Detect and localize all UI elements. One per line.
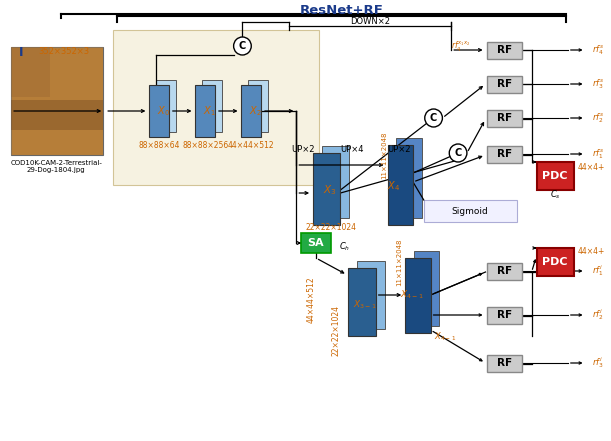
Circle shape <box>233 37 251 55</box>
Text: $X_{4-1}$: $X_{4-1}$ <box>400 289 424 301</box>
Bar <box>488 307 522 324</box>
Bar <box>196 85 215 137</box>
Text: $rf_4^{x_1x_2}$: $rf_4^{x_1x_2}$ <box>452 40 471 54</box>
Text: PDC: PDC <box>543 171 568 181</box>
Text: $rf_1^s$: $rf_1^s$ <box>593 147 604 161</box>
Bar <box>301 233 331 253</box>
Bar <box>348 268 376 336</box>
Text: 11×11×2048: 11×11×2048 <box>382 131 387 179</box>
Text: $rf_3^i$: $rf_3^i$ <box>593 355 604 370</box>
Text: $rf_4^s$: $rf_4^s$ <box>593 43 604 57</box>
Text: DOWN×2: DOWN×2 <box>350 18 390 26</box>
Bar <box>536 248 574 276</box>
Text: UP×2: UP×2 <box>387 146 411 154</box>
Bar <box>11 100 103 130</box>
Text: $X_1$: $X_1$ <box>203 104 216 118</box>
Text: UP×2: UP×2 <box>291 146 315 154</box>
Text: UP×4: UP×4 <box>340 146 364 154</box>
Text: 44×4+: 44×4+ <box>577 247 605 257</box>
Bar <box>488 76 522 93</box>
Text: $X_3$: $X_3$ <box>323 183 337 197</box>
Text: ResNet+RF: ResNet+RF <box>299 4 383 16</box>
Bar <box>488 355 522 372</box>
Bar <box>536 162 574 190</box>
Text: RF: RF <box>497 149 512 159</box>
Bar <box>202 80 222 132</box>
Bar <box>488 42 522 59</box>
Bar <box>488 263 522 280</box>
Bar <box>113 30 319 185</box>
Text: $rf_2^s$: $rf_2^s$ <box>593 111 604 125</box>
Text: $rf_1^i$: $rf_1^i$ <box>593 264 604 278</box>
Text: 22×22×1024: 22×22×1024 <box>305 224 356 232</box>
Text: 29-Dog-1804.jpg: 29-Dog-1804.jpg <box>27 167 86 173</box>
Text: PDC: PDC <box>543 257 568 267</box>
Text: RF: RF <box>497 310 512 320</box>
Bar <box>488 146 522 163</box>
Bar <box>414 251 439 326</box>
Bar <box>156 80 176 132</box>
Text: C: C <box>455 148 462 158</box>
Text: 44×4+: 44×4+ <box>577 164 605 172</box>
Text: RF: RF <box>497 79 512 89</box>
Text: 88×88×256: 88×88×256 <box>182 141 229 149</box>
Text: 11×11×2048: 11×11×2048 <box>397 238 402 286</box>
Text: $X_{4-1}$: $X_{4-1}$ <box>434 331 456 343</box>
Text: RF: RF <box>497 45 512 55</box>
Bar <box>313 153 340 225</box>
Bar <box>248 80 268 132</box>
Text: RF: RF <box>497 358 512 368</box>
Bar <box>357 261 384 329</box>
Bar <box>405 258 431 333</box>
Bar <box>424 200 517 222</box>
Text: 22×22×1024: 22×22×1024 <box>331 304 340 355</box>
Text: $X_{3-1}$: $X_{3-1}$ <box>353 299 377 311</box>
Text: $C_h$: $C_h$ <box>338 241 349 253</box>
Circle shape <box>425 109 442 127</box>
Text: 352×352×3: 352×352×3 <box>38 48 90 56</box>
Bar <box>488 110 522 127</box>
Text: $X_0$: $X_0$ <box>156 104 169 118</box>
Text: I: I <box>19 45 23 59</box>
Text: 44×44×512: 44×44×512 <box>307 277 315 323</box>
Text: $X_2$: $X_2$ <box>249 104 262 118</box>
Bar <box>11 47 103 155</box>
Text: RF: RF <box>497 266 512 276</box>
Text: $C_s$: $C_s$ <box>550 189 560 201</box>
Text: $X_4$: $X_4$ <box>387 179 400 193</box>
Text: SA: SA <box>308 238 324 248</box>
Bar <box>11 47 50 97</box>
Circle shape <box>449 144 467 162</box>
Bar <box>397 138 422 218</box>
Text: 44×44×512: 44×44×512 <box>228 141 274 149</box>
Text: C: C <box>239 41 246 51</box>
Text: Sigmoid: Sigmoid <box>452 206 488 216</box>
Text: COD10K-CAM-2-Terrestrial-: COD10K-CAM-2-Terrestrial- <box>10 160 102 166</box>
Text: RF: RF <box>497 113 512 123</box>
Bar <box>322 146 349 218</box>
Bar <box>241 85 261 137</box>
Bar <box>387 145 413 225</box>
Bar <box>11 47 103 155</box>
Text: 88×88×64: 88×88×64 <box>138 141 180 149</box>
Text: $rf_3^s$: $rf_3^s$ <box>593 77 604 91</box>
Text: $rf_2^i$: $rf_2^i$ <box>593 307 604 322</box>
Text: C: C <box>430 113 437 123</box>
Bar <box>149 85 169 137</box>
